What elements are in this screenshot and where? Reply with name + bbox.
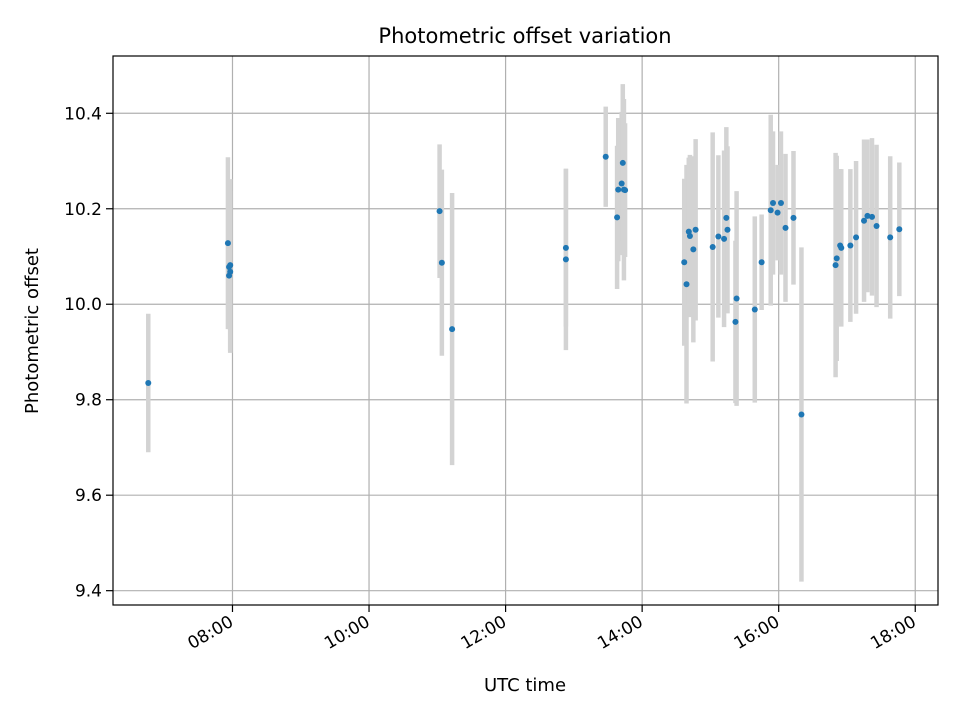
data-point (602, 153, 609, 160)
data-point (692, 226, 699, 233)
data-point (145, 380, 152, 387)
y-tick-label: 9.4 (75, 582, 102, 602)
data-point (774, 209, 781, 216)
y-axis-label: Photometric offset (22, 248, 43, 414)
data-point (838, 244, 845, 251)
data-point (681, 259, 688, 266)
data-point (758, 259, 765, 266)
data-point (833, 255, 840, 262)
data-point (732, 318, 739, 325)
data-point (686, 232, 693, 239)
data-point (751, 306, 758, 313)
data-point (767, 207, 774, 214)
data-point (436, 208, 443, 215)
data-point (869, 213, 875, 220)
data-point (887, 234, 894, 241)
y-tick-label: 10.2 (64, 200, 102, 220)
data-point (562, 256, 569, 263)
data-point (449, 326, 456, 333)
data-point (770, 200, 776, 207)
y-tick-label: 9.8 (75, 391, 102, 411)
data-point (864, 212, 871, 219)
data-point (709, 243, 716, 250)
data-point (847, 242, 854, 249)
x-axis-label: UTC time (484, 675, 566, 696)
data-point (438, 259, 445, 266)
data-point (896, 226, 903, 233)
data-point (861, 217, 868, 224)
data-point (782, 224, 789, 231)
plot-background (113, 56, 938, 605)
y-tick-label: 9.6 (75, 486, 102, 506)
data-point (790, 214, 797, 221)
data-points (145, 153, 903, 418)
data-point (873, 222, 880, 229)
data-point (562, 244, 569, 251)
y-tick-label: 10.4 (64, 104, 102, 124)
data-point (853, 234, 860, 241)
plot-frame (112, 55, 939, 606)
data-point (690, 246, 697, 253)
data-point (733, 295, 740, 302)
data-point (777, 200, 784, 207)
data-point (227, 262, 234, 269)
data-point (798, 411, 805, 418)
data-point (721, 235, 728, 242)
data-point (715, 233, 722, 240)
data-point (618, 180, 625, 187)
data-point (224, 240, 231, 247)
data-point (614, 214, 621, 221)
data-point (622, 187, 629, 194)
data-point (723, 214, 730, 221)
data-point (724, 226, 731, 233)
data-point (832, 262, 839, 269)
data-point (683, 281, 690, 288)
data-point (619, 159, 626, 166)
y-tick-label: 10.0 (64, 295, 102, 315)
data-point (615, 186, 622, 193)
y-axis-ticks: 9.4 9.6 9.8 10.0 10.2 10.4 (64, 104, 113, 602)
data-point (227, 268, 234, 275)
chart-title: Photometric offset variation (378, 24, 671, 48)
